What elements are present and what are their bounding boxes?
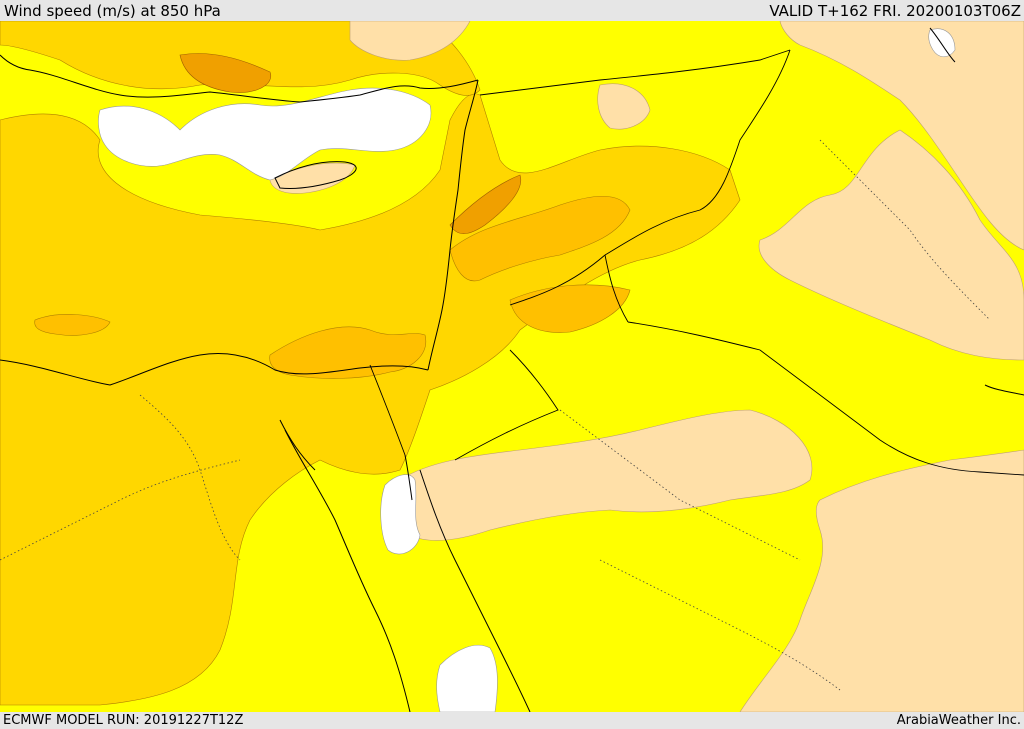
wind-band-strong-levant (449, 195, 631, 282)
wind-band-low-east (758, 129, 1024, 361)
coastline-redsea-east (419, 469, 531, 712)
coastline-cyprus (274, 161, 357, 189)
model-run-label: ECMWF MODEL RUN: 20191227T12Z (3, 713, 244, 728)
valid-time-label: VALID T+162 FRI. 20200103T06Z (769, 2, 1021, 20)
admin-borders (0, 139, 991, 691)
border-syria-jordan (509, 254, 606, 306)
border-syria-turkey (479, 49, 791, 96)
wind-band-low-iraq (597, 83, 651, 130)
credit-label: ArabiaWeather Inc. (896, 713, 1021, 728)
border-egypt-israel (369, 364, 406, 456)
wind-band-low-southeast (739, 449, 1024, 712)
coastline-gulf-suez (279, 419, 316, 471)
wind-band-low-northeast (779, 21, 1024, 251)
coastline-redsea-west (284, 429, 411, 712)
wind-band-strong-med-west (34, 314, 111, 336)
border-syria-iraq (604, 254, 629, 323)
wind-band-strong-aegean (179, 53, 272, 93)
wind-band-calm-caspian (928, 28, 956, 58)
coastline-gulf-aqaba (404, 454, 413, 501)
footer-bar: ECMWF MODEL RUN: 20191227T12Z ArabiaWeat… (0, 712, 1024, 729)
border-saudi-iraq (759, 349, 1024, 476)
coastline-gulf (984, 384, 1024, 396)
coastlines (0, 27, 1024, 712)
coastline-levant (427, 79, 479, 371)
map-title: Wind speed (m/s) at 850 hPa (4, 2, 221, 20)
country-borders (369, 49, 1024, 476)
wind-band-low-arabia (395, 409, 813, 541)
wind-band-calm-turkey (98, 87, 432, 181)
coastline-caspian (929, 27, 956, 63)
wind-band-low-north-center (349, 21, 471, 61)
coastline-turkey (0, 54, 479, 103)
wind-band-calm-sinai (380, 474, 421, 555)
wind-speed-map (0, 21, 1024, 712)
wind-band-low-cyprus (269, 162, 356, 194)
border-iraq-iran (604, 49, 791, 256)
border-jordan-saudi (454, 349, 559, 461)
wind-band-strong-jordan (509, 284, 631, 333)
coastline-north-africa (0, 352, 429, 386)
wind-band-calm-redsea (436, 644, 498, 712)
header-bar: Wind speed (m/s) at 850 hPa VALID T+162 … (0, 0, 1024, 21)
border-jordan-iraq (627, 321, 761, 351)
wind-band-strong-levant-inner (449, 174, 522, 234)
